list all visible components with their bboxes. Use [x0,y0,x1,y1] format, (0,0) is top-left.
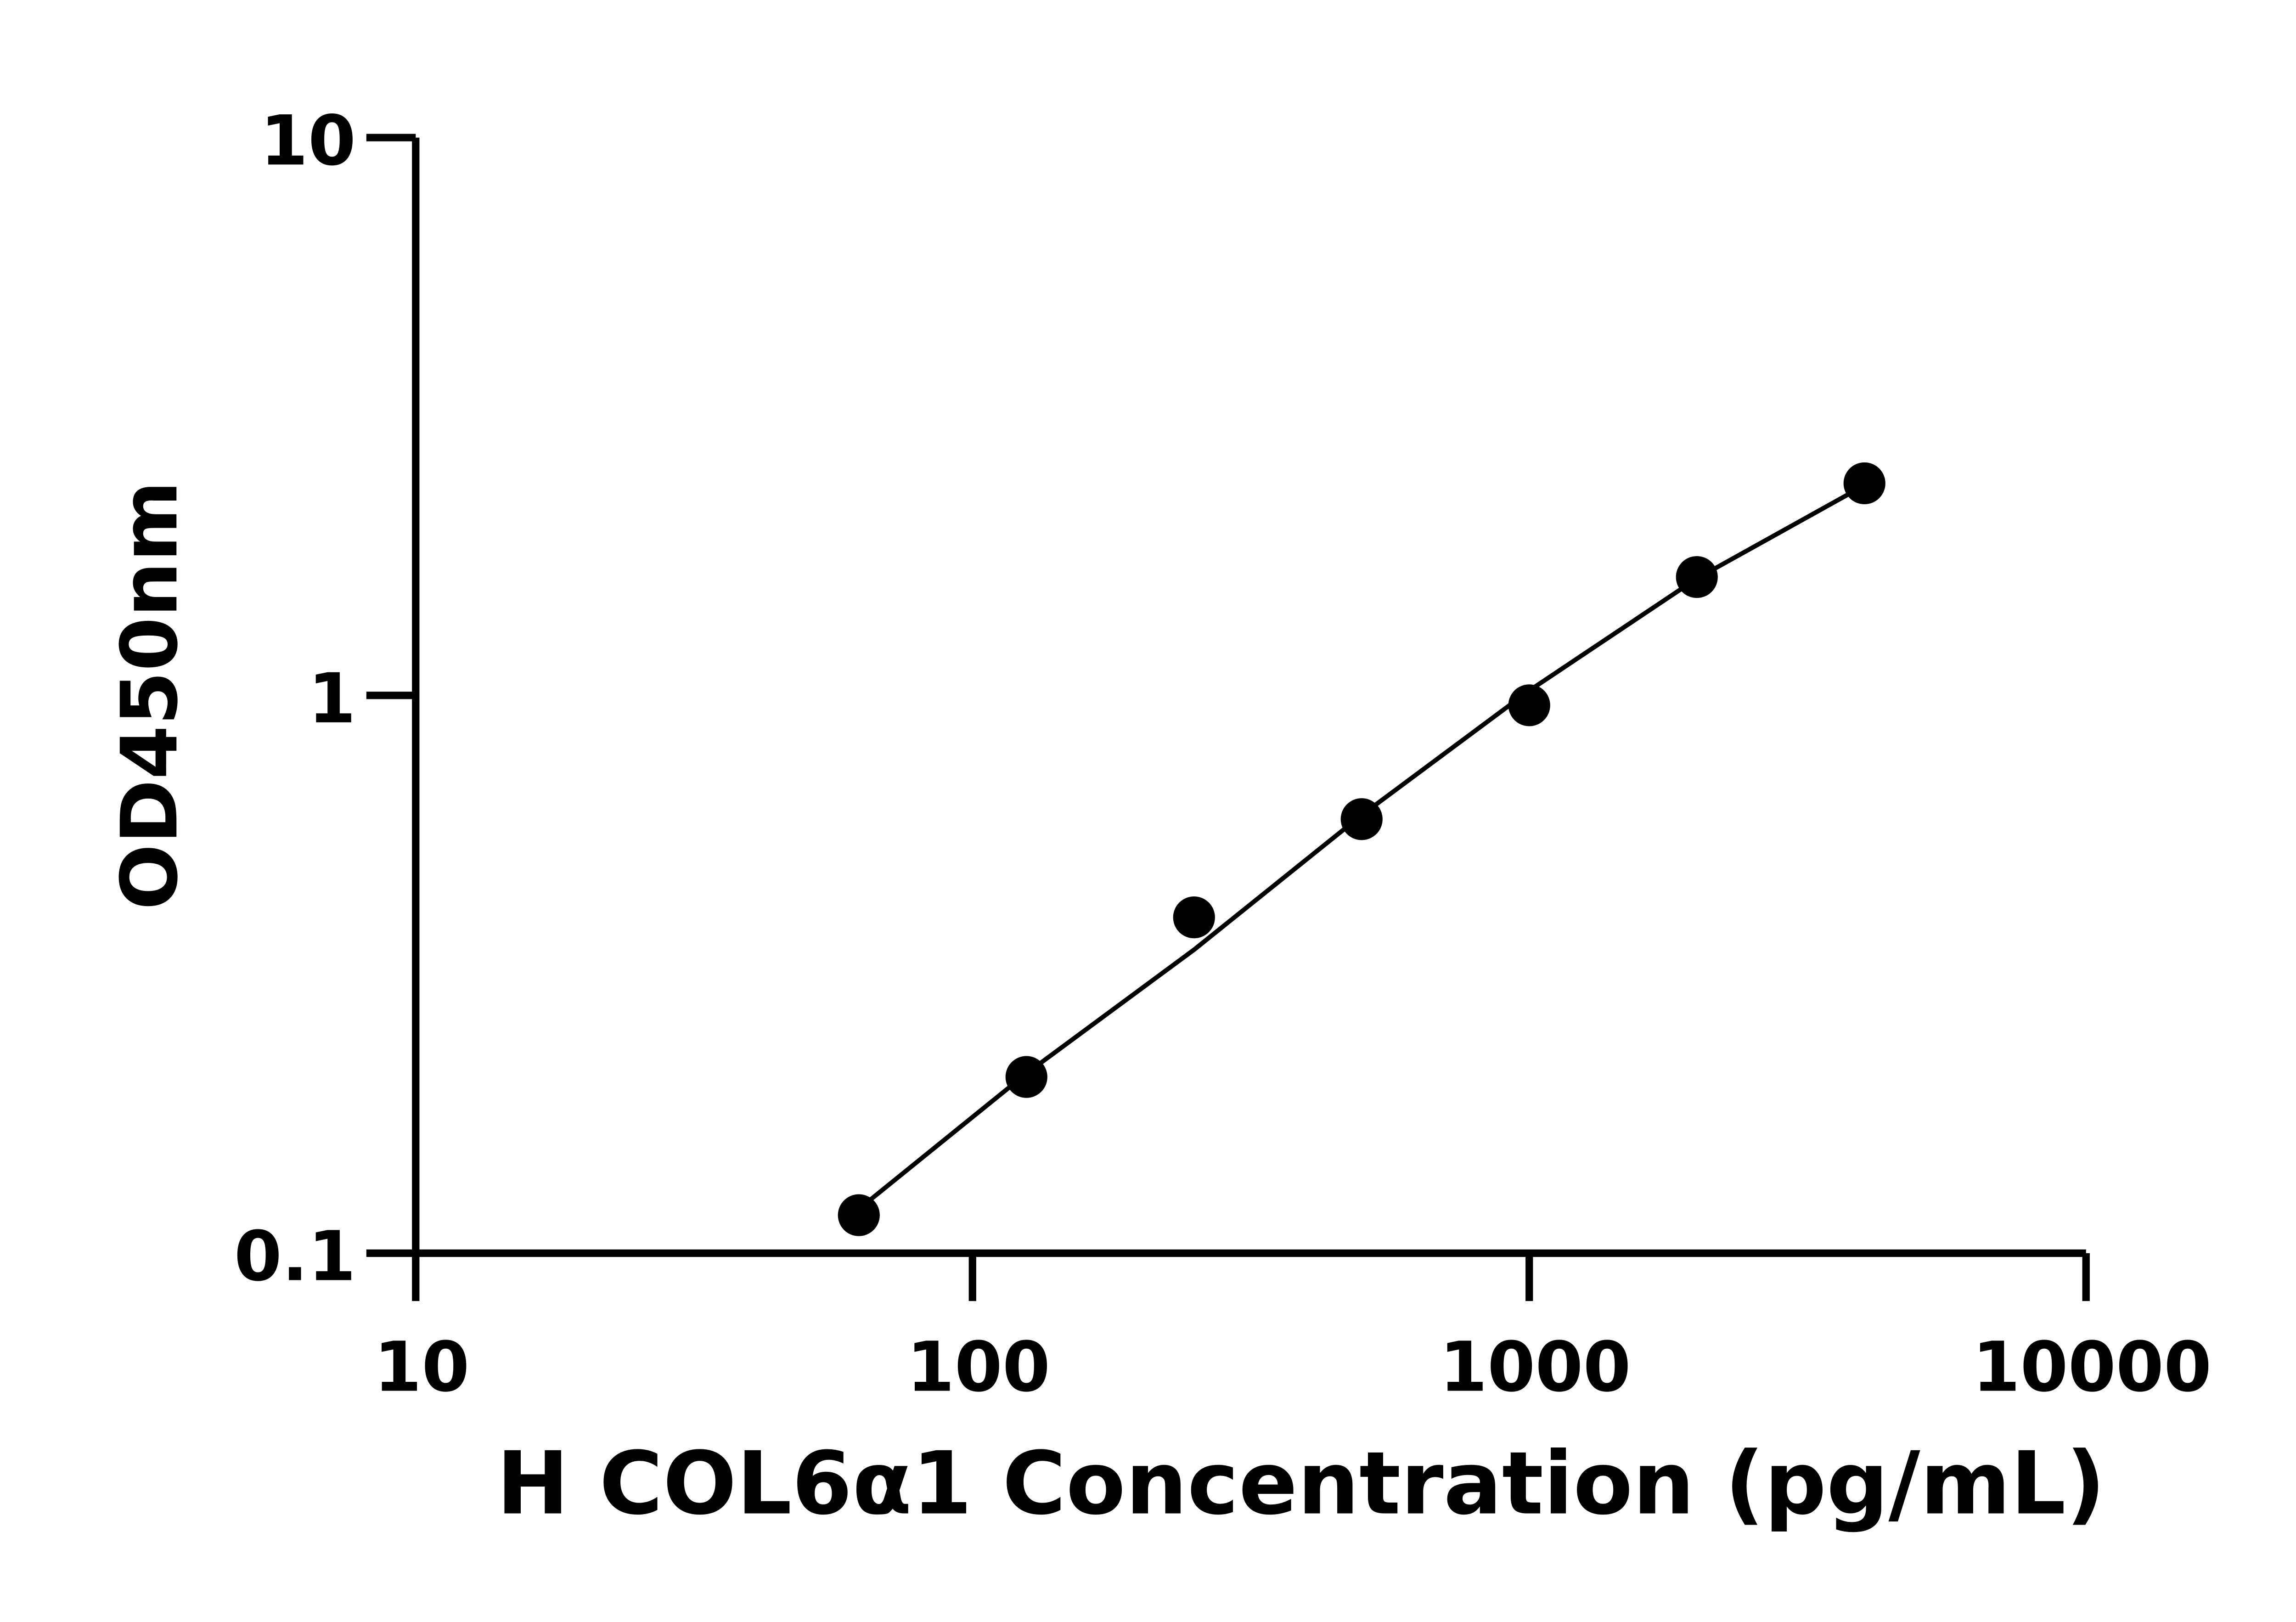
fit-curve [857,483,1866,1211]
y-axis-label: OD450nm [104,481,195,910]
y-tick-label: 0.1 [234,1217,356,1297]
data-point [1340,798,1383,840]
x-tick-label: 10000 [1972,1328,2212,1408]
x-tick-label: 10 [374,1328,469,1408]
x-axis-label: H COL6α1 Concentration (pg/mL) [496,1433,2105,1534]
data-point [1843,462,1885,505]
data-point [1005,1056,1047,1098]
y-tick-label: 1 [308,659,356,739]
y-tick-label: 10 [260,101,356,181]
data-point [1508,684,1550,727]
data-point [1173,896,1215,939]
data-point [1676,556,1718,598]
x-tick-label: 1000 [1440,1328,1631,1408]
data-point [838,1194,880,1236]
x-tick-label: 100 [906,1328,1050,1408]
